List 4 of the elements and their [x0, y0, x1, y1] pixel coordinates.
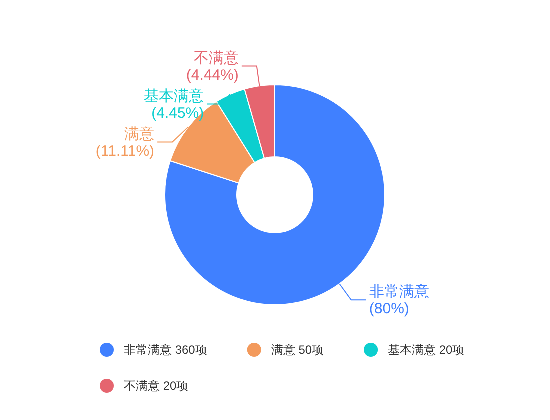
legend-label: 非常满意 360项: [124, 343, 208, 357]
legend-label: 不满意 20项: [124, 379, 189, 393]
legend-label: 满意 50项: [271, 343, 324, 357]
legend-label: 基本满意 20项: [388, 343, 465, 357]
